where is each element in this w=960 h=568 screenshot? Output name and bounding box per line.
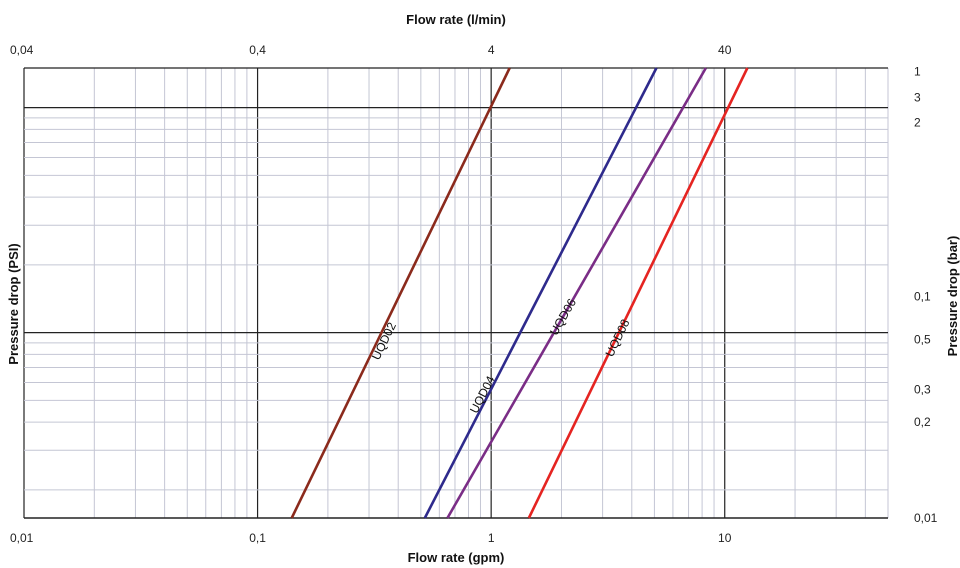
series-label-uqd04: UQD04 bbox=[467, 373, 498, 415]
top-tick-label: 0,04 bbox=[10, 43, 34, 57]
series-labels: UQD02 UQD04 UQD06 UQD08 bbox=[369, 296, 633, 416]
left-axis-title: Pressure drop (PSI) bbox=[6, 243, 21, 364]
series-label-uqd02: UQD02 bbox=[369, 320, 399, 362]
bottom-tick-label: 0,01 bbox=[10, 531, 34, 545]
series-label-uqd08: UQD08 bbox=[602, 317, 632, 359]
right-tick-label: 0,01 bbox=[914, 511, 938, 525]
top-tick-label: 40 bbox=[718, 43, 732, 57]
series-label-uqd06: UQD06 bbox=[547, 296, 579, 338]
series-lines bbox=[290, 67, 749, 519]
right-tick-label: 0,3 bbox=[914, 382, 931, 396]
right-tick-label: 0,1 bbox=[914, 289, 931, 303]
right-tick-label: 0,2 bbox=[914, 415, 931, 429]
grid bbox=[23, 67, 889, 519]
right-tick-label: 1 bbox=[914, 64, 921, 78]
top-tick-label: 0,4 bbox=[249, 43, 266, 57]
right-tick-label: 3 bbox=[914, 90, 921, 104]
top-tick-label: 4 bbox=[488, 43, 495, 57]
right-tick-label: 0,5 bbox=[914, 333, 931, 347]
right-tick-label: 2 bbox=[914, 115, 921, 129]
right-axis-title: Pressure drop (bar) bbox=[945, 236, 960, 357]
series-line-uqd08 bbox=[527, 67, 749, 519]
bottom-axis-title: Flow rate (gpm) bbox=[408, 550, 505, 565]
bottom-tick-label: 10 bbox=[718, 531, 732, 545]
bottom-tick-label: 1 bbox=[488, 531, 495, 545]
top-axis-title: Flow rate (l/min) bbox=[406, 12, 506, 27]
series-line-uqd02 bbox=[290, 67, 511, 519]
series-line-uqd06 bbox=[446, 67, 707, 519]
tick-labels: 0,01 0,1 1 10 0,04 0,4 4 40 1 3 2 0,1 0,5 0,3 0,2 0,01 bbox=[10, 43, 938, 545]
series-line-uqd04 bbox=[423, 67, 658, 519]
bottom-tick-label: 0,1 bbox=[249, 531, 266, 545]
